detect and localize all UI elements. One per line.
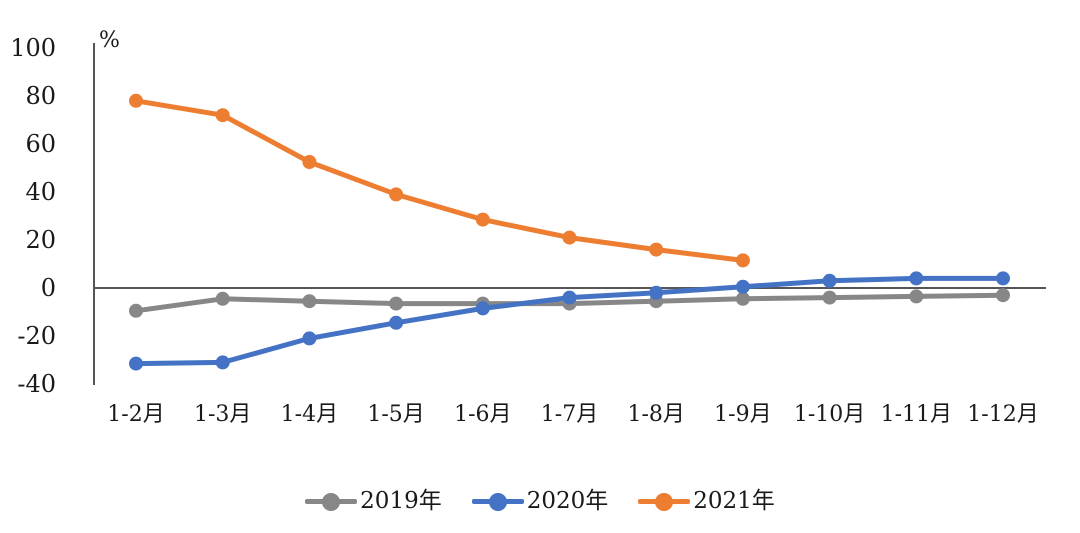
y-axis-unit-label: % <box>99 28 120 53</box>
legend-label-2021: 2021年 <box>693 488 775 514</box>
legend-line-marker-icon <box>305 492 358 511</box>
y-axis-tick-label: 60 <box>25 130 56 158</box>
chart-legend: 2019年 2020年 2021年 <box>0 488 1080 514</box>
series-point-2019 <box>822 290 837 305</box>
series-point-2021 <box>129 93 143 108</box>
series-point-2019 <box>389 296 404 311</box>
series-point-2020 <box>735 279 750 294</box>
series-point-2019 <box>909 289 924 304</box>
legend-item-2019: 2019年 <box>305 488 442 514</box>
x-axis-category-label: 1-12月 <box>967 402 1038 427</box>
series-point-2020 <box>129 356 143 371</box>
series-point-2021 <box>475 212 490 227</box>
y-axis-tick-label: 0 <box>41 274 56 302</box>
y-axis-tick-label: -20 <box>17 322 56 350</box>
x-axis-category-label: 1-11月 <box>881 402 952 427</box>
line-chart-canvas: 100 80 60 40 20 0 -20 -40% 1-2月 1-3月 1-4月 1-5月 1-6月 1… <box>10 28 1046 427</box>
series-point-2020 <box>215 355 230 370</box>
series-point-2021 <box>215 108 230 123</box>
series-point-2020 <box>475 301 490 316</box>
series-point-2019 <box>302 294 317 309</box>
series-point-2020 <box>562 290 577 305</box>
legend-label-2020: 2020年 <box>526 488 609 514</box>
series-point-2021 <box>562 230 577 245</box>
y-axis-tick-label: 80 <box>25 82 56 110</box>
x-axis-category-label: 1-3月 <box>194 402 251 427</box>
legend-item-2020: 2020年 <box>471 488 609 514</box>
legend-dot-icon <box>322 492 341 511</box>
series-point-2020 <box>822 273 837 288</box>
x-axis-category-label: 1-4月 <box>281 402 338 427</box>
x-axis-category-label: 1-8月 <box>627 402 684 427</box>
series-point-2020 <box>649 285 664 300</box>
x-axis-category-label: 1-6月 <box>454 402 511 427</box>
legend-line-marker-icon <box>638 492 691 511</box>
series-point-2021 <box>735 253 750 268</box>
y-axis-tick-label: -40 <box>17 370 56 398</box>
series-point-2020 <box>909 271 924 286</box>
series-point-2021 <box>649 242 664 257</box>
series-point-2019 <box>129 303 143 318</box>
series-point-2020 <box>389 315 404 330</box>
legend-dot-icon <box>488 492 507 511</box>
x-axis-category-label: 1-9月 <box>714 402 771 427</box>
series-point-2020 <box>302 331 317 346</box>
y-axis-tick-label: 40 <box>25 178 56 206</box>
legend-label-2019: 2019年 <box>360 488 442 514</box>
series-point-2019 <box>996 288 1010 303</box>
series-point-2021 <box>302 155 317 169</box>
x-axis-category-label: 1-2月 <box>107 402 164 427</box>
series-point-2021 <box>389 187 404 202</box>
legend-dot-icon <box>655 492 674 511</box>
x-axis-category-label: 1-5月 <box>367 402 424 427</box>
x-axis-category-label: 1-7月 <box>541 402 598 427</box>
series-point-2019 <box>215 291 230 306</box>
series-point-2020 <box>996 271 1010 286</box>
series-point-2019 <box>735 291 750 306</box>
legend-line-marker-icon <box>471 492 524 511</box>
y-axis-tick-label: 100 <box>10 34 56 62</box>
legend-item-2021: 2021年 <box>638 488 775 514</box>
x-axis-category-label: 1-10月 <box>794 402 865 427</box>
y-axis-tick-label: 20 <box>25 226 56 254</box>
series-line-2021 <box>133 98 746 263</box>
